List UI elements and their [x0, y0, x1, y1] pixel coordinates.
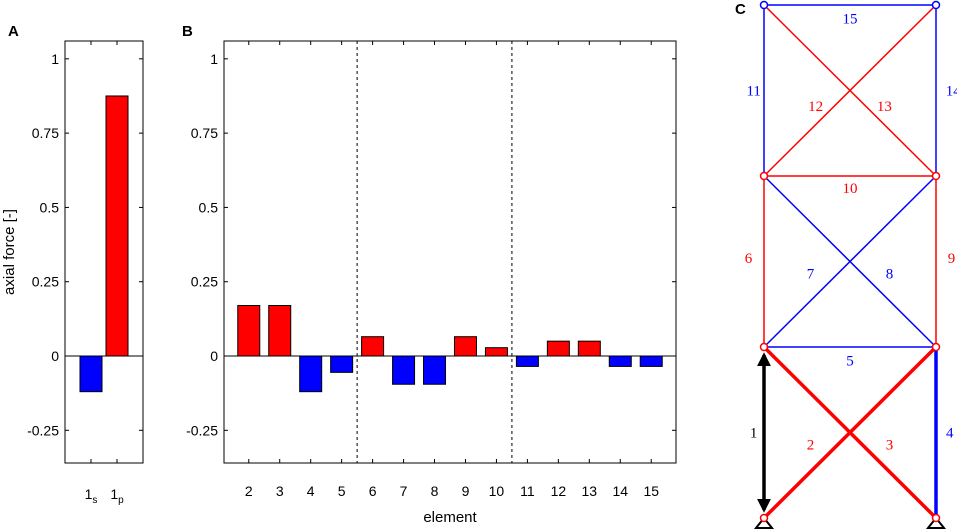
x-tick-label: 7: [400, 483, 408, 499]
member-label: 14: [946, 84, 957, 100]
truss-node: [759, 513, 769, 523]
panel-letter-c: C: [735, 1, 746, 18]
y-tick-label: 0.25: [32, 274, 59, 290]
bar: [361, 336, 385, 357]
member-label: 13: [877, 99, 892, 115]
support-triangle: [753, 516, 775, 529]
bar: [577, 340, 601, 357]
bar: [237, 304, 261, 357]
x-tick-label: 11: [520, 483, 535, 499]
panel-b-axes-box: [223, 40, 677, 464]
truss-node: [931, 513, 941, 523]
truss-node: [931, 342, 941, 352]
y-tick-label: 0.5: [40, 199, 60, 215]
x-tick-label: 6: [369, 483, 377, 499]
support-triangle: [925, 516, 947, 529]
truss-node: [931, 171, 941, 181]
member-label: 1: [750, 426, 758, 442]
member-label: 5: [846, 354, 854, 370]
x-tick-label: 5: [338, 483, 346, 499]
panel-letter-a: A: [8, 23, 19, 40]
bar: [608, 355, 632, 367]
member-label: 11: [746, 84, 760, 100]
bar: [392, 355, 416, 385]
y-tick-label: 0: [51, 348, 59, 364]
y-axis-label: axial force [-]: [1, 209, 18, 295]
y-tick-label: 0.75: [191, 125, 218, 141]
member-label: 15: [843, 12, 858, 28]
bar: [268, 304, 292, 357]
y-tick-label: -0.25: [27, 422, 59, 438]
member-label: 10: [843, 181, 858, 197]
truss-node: [759, 171, 769, 181]
x-tick-label: 1s: [85, 486, 98, 506]
truss-node: [759, 0, 769, 10]
panel-b: B -0.25 0 0.25 0.5 0.75 1 2 3 4 5 6 7 8 9 10 11 12 13 14 1…: [182, 23, 677, 526]
x-tick-label: 15: [643, 483, 659, 499]
bar: [484, 347, 508, 357]
x-tick-label: 1p: [110, 486, 124, 506]
bar: [79, 355, 103, 393]
x-tick-label: 8: [431, 483, 439, 499]
y-tick-label: 0.25: [191, 274, 218, 290]
x-tick-label: 10: [489, 483, 505, 499]
bar: [330, 355, 354, 373]
truss-member: [762, 345, 938, 520]
y-tick-label: 1: [51, 51, 59, 67]
member-label: 8: [886, 266, 894, 282]
panel-a: A -0.25 0 0.25 0.5 0.75 1 1s 1p axial force [-…: [1, 23, 144, 506]
truss-member: [763, 4, 937, 177]
x-tick-label: 12: [551, 483, 567, 499]
member-label: 9: [948, 251, 956, 267]
bar: [453, 336, 477, 357]
y-tick-label: -0.25: [186, 422, 218, 438]
x-tick-label: 13: [582, 483, 598, 499]
y-tick-label: 0.5: [199, 199, 219, 215]
x-tick-label: 4: [307, 483, 315, 499]
member-label: 7: [807, 266, 815, 282]
bar: [515, 355, 539, 367]
bar: [423, 355, 447, 385]
bar: [546, 340, 570, 357]
bar: [105, 95, 129, 357]
truss-node: [759, 342, 769, 352]
member-label: 12: [808, 99, 823, 115]
y-tick-label: 0.75: [32, 125, 59, 141]
panel-letter-b: B: [182, 23, 193, 40]
x-axis-label: element: [423, 509, 477, 526]
member-label: 6: [745, 251, 753, 267]
member-label: 3: [886, 437, 894, 453]
x-tick-label: 14: [612, 483, 628, 499]
x-tick-label: 9: [462, 483, 470, 499]
y-tick-label: 0: [210, 348, 218, 364]
member-label: 4: [946, 426, 954, 442]
x-tick-label: 3: [276, 483, 284, 499]
bar: [299, 355, 323, 393]
panel-a-axes-box: [64, 40, 144, 464]
x-tick-label: 2: [245, 483, 253, 499]
y-tick-label: 1: [210, 51, 218, 67]
bar: [639, 355, 663, 367]
truss-node: [931, 0, 941, 10]
truss-member: [763, 175, 937, 348]
member-label: 2: [807, 437, 815, 453]
